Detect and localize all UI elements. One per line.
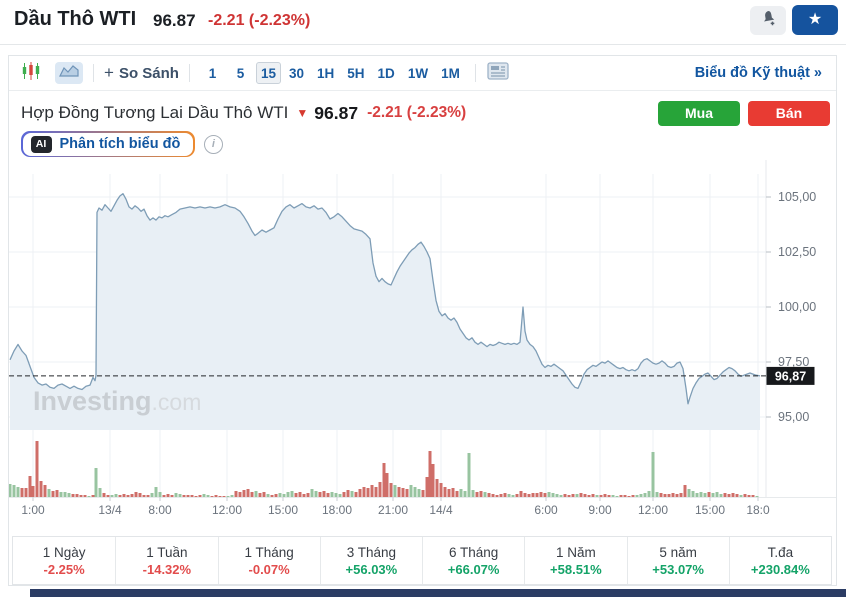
svg-text:18:0: 18:0 [746,503,770,517]
perf-label: 1 Tháng [244,544,294,560]
svg-text:102,50: 102,50 [778,245,816,259]
instrument-change: -2.21 (-2.23%) [367,104,467,121]
plus-icon: + [104,63,114,82]
technical-chart-link[interactable]: Biểu đồ Kỹ thuật » [694,65,822,81]
news-panel-button[interactable] [486,61,510,85]
trade-buttons: Mua Bán [658,100,830,126]
timeframe-30[interactable]: 30 [288,65,305,81]
timeframe-15[interactable]: 15 [255,62,281,84]
header-price: 96.87 [153,11,196,30]
perf-cell[interactable]: 3 Tháng +56.03% [319,537,422,584]
perf-value: +56.03% [345,561,398,577]
svg-text:8:00: 8:00 [148,503,172,517]
ai-analysis-row: AI Phân tích biểu đồ i [21,130,223,158]
perf-label: 6 Tháng [448,544,499,560]
candlestick-chart-button[interactable] [19,61,43,86]
area-chart-button[interactable] [55,62,83,84]
svg-text:105,00: 105,00 [778,190,816,204]
instrument-price: 96.87 [314,102,359,123]
svg-text:95,00: 95,00 [778,410,809,424]
toolbar-separator [474,64,476,82]
perf-cell[interactable]: 5 năm +53.07% [626,537,729,584]
svg-text:13/4: 13/4 [98,503,122,517]
svg-text:97,50: 97,50 [778,355,809,369]
perf-value: -14.32% [142,561,192,577]
watchlist-star-button[interactable]: ★ [792,5,838,35]
price-chart[interactable]: 105,00 102,50 100,00 97,50 95,00 96,87 1:00 13/… [9,160,836,536]
timeframe-1h[interactable]: 1H [317,65,335,81]
perf-value: +58.51% [550,561,602,577]
perf-cell[interactable]: 6 Tháng +66.07% [422,537,524,584]
svg-text:21:00: 21:00 [378,503,408,517]
timeframe-1w[interactable]: 1W [407,65,429,81]
timeframe-selector: 1 5 15 30 1H 5H 1D 1W 1M [200,62,465,84]
performance-table: 1 Ngày -2.25% 1 Tuần -14.32% 1 Tháng -0.07% 3 … [12,536,832,585]
perf-value: -2.25% [43,561,85,577]
svg-text:9:00: 9:00 [588,503,612,517]
toolbar-separator [188,64,190,82]
header-divider [0,44,846,45]
perf-cell[interactable]: 1 Ngày -2.25% [13,537,115,584]
buy-button[interactable]: Mua [658,100,740,126]
perf-value: -0.07% [248,561,290,577]
timeframe-5h[interactable]: 5H [347,65,365,81]
sell-button[interactable]: Bán [748,100,830,126]
perf-label: 1 Năm [555,544,596,560]
svg-text:96,87: 96,87 [775,369,806,383]
candlestick-icon [21,61,41,86]
page-header: Dầu Thô WTI 96.87 -2.21 (-2.23%) ★ [0,0,846,44]
create-alert-button[interactable] [750,6,786,35]
svg-text:15:00: 15:00 [695,503,725,517]
toolbar-separator [93,64,94,82]
perf-cell[interactable]: T.đa +230.84% [728,537,831,584]
instrument-name: Hợp Đồng Tương Lai Dầu Thô WTI [21,103,289,122]
header-change: -2.21 (-2.23%) [208,12,311,29]
news-panel-icon [487,61,509,85]
perf-label: 1 Ngày [42,544,86,560]
svg-text:14/4: 14/4 [429,503,453,517]
chart-toolbar: + So Sánh 1 5 15 30 1H 5H 1D 1W 1M Biểu đồ Kỹ th… [9,56,836,91]
svg-text:1:00: 1:00 [21,503,45,517]
perf-label: T.đa [767,544,794,560]
area-chart-icon [59,64,79,83]
chart-canvas[interactable]: 105,00 102,50 100,00 97,50 95,00 96,87 1:00 13/… [9,160,836,536]
price-down-arrow-icon: ▼ [296,106,309,120]
next-section-strip [30,589,846,597]
perf-label: 3 Tháng [346,544,397,560]
perf-value: +53.07% [652,561,704,577]
info-icon[interactable]: i [203,134,223,154]
instrument-row: Hợp Đồng Tương Lai Dầu Thô WTI ▼ 96.87 -… [21,98,830,128]
perf-cell[interactable]: 1 Tháng -0.07% [217,537,320,584]
perf-label: 5 năm [659,544,697,560]
perf-cell[interactable]: 1 Tuần -14.32% [115,537,217,584]
chart-widget-card: + So Sánh 1 5 15 30 1H 5H 1D 1W 1M Biểu đồ Kỹ th… [8,55,837,586]
ai-badge-icon: AI [30,135,52,153]
svg-text:15:00: 15:00 [268,503,298,517]
ai-analysis-button[interactable]: AI Phân tích biểu đồ [21,131,195,157]
svg-text:100,00: 100,00 [778,300,816,314]
alert-add-bell-icon [759,9,777,32]
svg-text:12:00: 12:00 [638,503,668,517]
svg-text:12:00: 12:00 [212,503,242,517]
star-icon: ★ [807,11,823,28]
perf-cell[interactable]: 1 Năm +58.51% [524,537,626,584]
svg-text:6:00: 6:00 [534,503,558,517]
page-title: Dầu Thô WTI [14,8,137,30]
ai-analysis-label: Phân tích biểu đồ [59,136,181,152]
perf-value: +66.07% [447,561,500,577]
timeframe-1m[interactable]: 1M [441,65,460,81]
timeframe-5[interactable]: 5 [236,65,245,81]
perf-label: 1 Tuần [146,544,188,560]
timeframe-1d[interactable]: 1D [377,65,395,81]
perf-value: +230.84% [750,561,810,577]
svg-text:18:00: 18:00 [322,503,352,517]
compare-button[interactable]: + So Sánh [104,63,179,83]
compare-label: So Sánh [118,64,179,82]
timeframe-1[interactable]: 1 [208,65,217,81]
